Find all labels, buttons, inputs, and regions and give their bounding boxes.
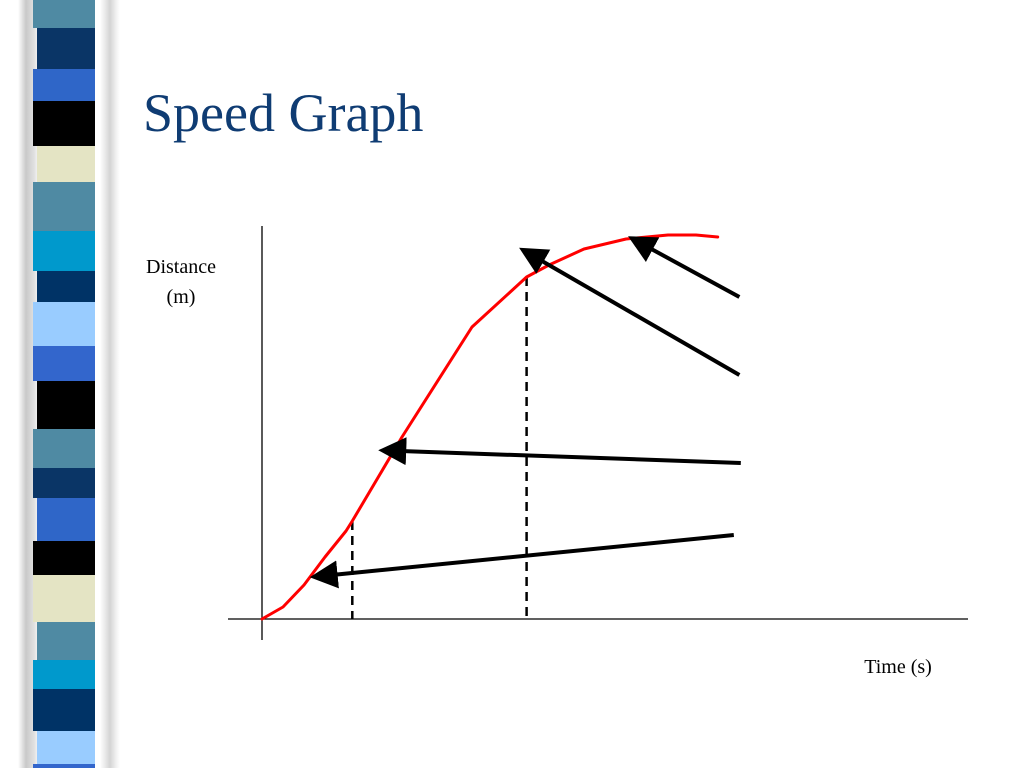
color-block [37, 622, 95, 660]
color-block [33, 575, 95, 622]
color-block [37, 381, 95, 429]
slide-title: Speed Graph [143, 83, 424, 143]
color-block [37, 271, 95, 302]
color-block [33, 69, 95, 101]
y-axis-label: Distance (m) [146, 256, 216, 308]
annotation-arrow-3 [309, 533, 734, 589]
color-block [33, 468, 95, 498]
color-block [33, 182, 95, 231]
color-block [33, 764, 95, 768]
color-block [37, 28, 95, 69]
color-block [33, 689, 95, 731]
annotation-arrows [309, 236, 741, 589]
color-block [33, 429, 95, 468]
color-block [33, 346, 95, 381]
series-layer [260, 233, 720, 621]
annotation-arrow-1 [519, 247, 741, 377]
reference-lines [351, 277, 528, 619]
color-block [33, 660, 95, 689]
annotation-arrow-2 [378, 437, 741, 466]
x-axis-label: Time (s) [864, 656, 932, 678]
color-block [33, 231, 95, 271]
color-block [33, 101, 95, 146]
y-axis-label-line-2: (m) [167, 286, 196, 308]
color-block [37, 731, 95, 764]
annotation-arrow-0 [628, 236, 741, 299]
color-block [33, 0, 95, 28]
decorative-left-strip [0, 0, 120, 768]
color-block-stripe [33, 0, 101, 768]
series-line-0 [260, 233, 720, 621]
y-axis-label-line-1: Distance [146, 256, 216, 278]
color-block [37, 146, 95, 182]
color-block [33, 302, 95, 346]
color-block [33, 541, 95, 575]
color-block [37, 498, 95, 541]
